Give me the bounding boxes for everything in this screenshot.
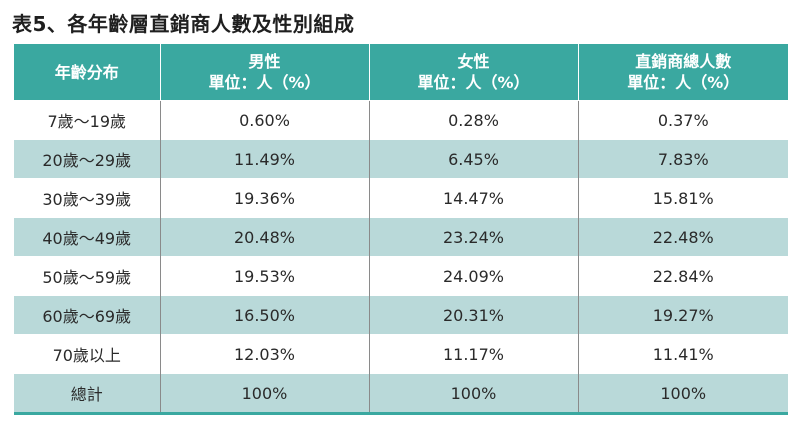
table-row: 40歲～49歲 20.48% 23.24% 22.48% <box>14 217 788 257</box>
cell-female: 24.09% <box>368 256 578 296</box>
cell-female: 11.17% <box>368 334 578 374</box>
cell-age: 50歲～59歲 <box>14 256 160 296</box>
cell-female: 0.28% <box>368 100 578 140</box>
table-row: 50歲～59歲 19.53% 24.09% 22.84% <box>14 256 788 296</box>
cell-female: 6.45% <box>368 139 578 179</box>
cell-female: 20.31% <box>368 295 578 335</box>
header-total-label: 直銷商總人數 <box>635 52 732 71</box>
cell-age: 40歲～49歲 <box>14 217 160 257</box>
header-total: 直銷商總人數 單位：人（%） <box>577 44 788 101</box>
header-age-label: 年齡分布 <box>54 62 119 82</box>
cell-total: 22.84% <box>577 256 788 296</box>
cell-total: 19.27% <box>577 295 788 335</box>
header-male: 男性 單位：人（%） <box>159 44 369 101</box>
cell-female: 14.47% <box>368 178 578 218</box>
cell-age: 20歲～29歲 <box>14 139 160 179</box>
data-table-container: 年齡分布 男性 單位：人（%） 女性 單位：人（%） 直銷商總人數 單位：人（%… <box>14 44 788 415</box>
table-row: 70歲以上 12.03% 11.17% 11.41% <box>14 334 788 374</box>
header-male-label: 男性 <box>248 52 281 71</box>
cell-age: 70歲以上 <box>14 334 160 374</box>
table-row: 20歲～29歲 11.49% 6.45% 7.83% <box>14 139 788 179</box>
cell-age: 30歲～39歲 <box>14 178 160 218</box>
cell-female: 100% <box>368 373 578 415</box>
table-row: 30歲～39歲 19.36% 14.47% 15.81% <box>14 178 788 218</box>
cell-male: 100% <box>159 373 369 415</box>
cell-male: 0.60% <box>159 100 369 140</box>
table-row: 60歲～69歲 16.50% 20.31% 19.27% <box>14 295 788 335</box>
header-age: 年齡分布 <box>14 44 160 101</box>
cell-total: 7.83% <box>577 139 788 179</box>
cell-age: 60歲～69歲 <box>14 295 160 335</box>
cell-male: 11.49% <box>159 139 369 179</box>
cell-age: 7歲～19歲 <box>14 100 160 140</box>
cell-total: 22.48% <box>577 217 788 257</box>
page-title: 表5、各年齡層直銷商人數及性別組成 <box>12 12 355 36</box>
table-header-row: 年齡分布 男性 單位：人（%） 女性 單位：人（%） 直銷商總人數 單位：人（%… <box>14 44 788 101</box>
cell-male: 19.36% <box>159 178 369 218</box>
header-female-label: 女性 <box>457 52 490 71</box>
header-female-unit: 單位：人（%） <box>417 73 530 92</box>
cell-male: 16.50% <box>159 295 369 335</box>
table-row: 7歲～19歲 0.60% 0.28% 0.37% <box>14 100 788 140</box>
cell-male: 12.03% <box>159 334 369 374</box>
cell-male: 20.48% <box>159 217 369 257</box>
header-female: 女性 單位：人（%） <box>368 44 578 101</box>
cell-age: 總計 <box>14 373 160 415</box>
cell-total: 100% <box>577 373 788 415</box>
cell-male: 19.53% <box>159 256 369 296</box>
age-gender-table: 年齡分布 男性 單位：人（%） 女性 單位：人（%） 直銷商總人數 單位：人（%… <box>14 44 788 415</box>
cell-female: 23.24% <box>368 217 578 257</box>
cell-total: 11.41% <box>577 334 788 374</box>
table-row-total: 總計 100% 100% 100% <box>14 373 788 415</box>
cell-total: 15.81% <box>577 178 788 218</box>
cell-total: 0.37% <box>577 100 788 140</box>
header-total-unit: 單位：人（%） <box>627 73 740 92</box>
header-male-unit: 單位：人（%） <box>208 73 321 92</box>
